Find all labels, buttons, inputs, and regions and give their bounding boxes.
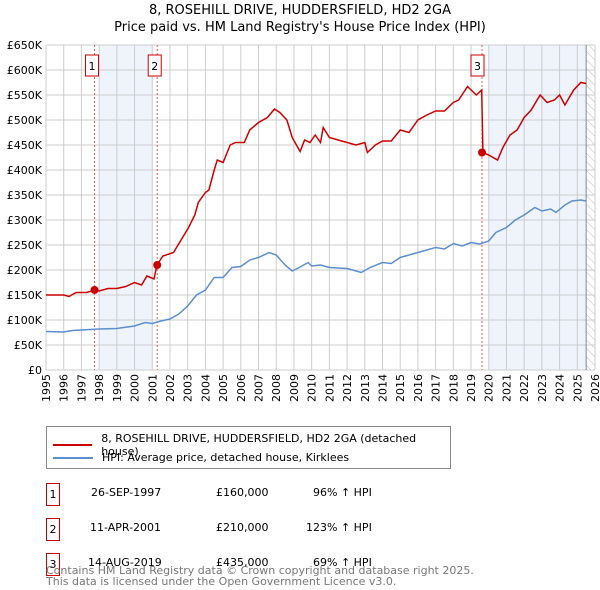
x-tick-label: 2001	[146, 374, 159, 402]
line-chart: 1995 1996 1997 1998 1999 2000 2001 2002 2003 2004…	[7, 39, 600, 402]
sale-marker-badge: 1	[46, 483, 60, 506]
y-tick-label: £100K	[7, 314, 43, 327]
legend: 8, ROSEHILL DRIVE, HUDDERSFIELD, HD2 2GA…	[46, 426, 451, 469]
sale-price: £435,000	[216, 556, 269, 569]
sale-hpi: 96% ↑ HPI	[313, 486, 372, 499]
chart-subtitle: Price paid vs. HM Land Registry's House …	[114, 20, 486, 35]
legend-swatch-red	[53, 444, 93, 446]
y-tick-label: £650K	[7, 39, 43, 52]
x-tick-label: 2014	[376, 374, 389, 402]
sale-date: 26-SEP-1997	[91, 486, 162, 499]
sale-label: 1	[89, 60, 96, 73]
y-tick-label: £250K	[7, 239, 43, 252]
sale-hpi: 123% ↑ HPI	[306, 521, 372, 534]
x-tick-label: 2010	[306, 374, 319, 402]
y-tick-label: £600K	[7, 64, 43, 77]
y-tick-label: £200K	[7, 264, 43, 277]
hpi-series-line	[45, 199, 587, 333]
y-tick-label: £450K	[7, 139, 43, 152]
y-tick-label: £400K	[7, 164, 43, 177]
x-tick-label: 2023	[536, 374, 549, 402]
sale-price: £160,000	[216, 486, 269, 499]
x-tick-label: 2021	[500, 374, 513, 402]
x-tick-label: 2005	[217, 374, 230, 402]
footer-copyright: Contains HM Land Registry data © Crown c…	[46, 564, 474, 577]
legend-label: 8, ROSEHILL DRIVE, HUDDERSFIELD, HD2 2GA…	[101, 432, 417, 458]
sale-marker-badge: 2	[46, 518, 60, 541]
legend-swatch-blue	[53, 456, 93, 459]
y-tick-label: £550K	[7, 89, 43, 102]
x-tick-label: 1995	[40, 374, 53, 402]
sale-label-box	[470, 54, 485, 77]
x-tick-label: 2018	[447, 374, 460, 402]
x-tick-label: 2006	[235, 374, 248, 402]
shaded-region	[99, 45, 153, 370]
y-tick-label: £500K	[7, 114, 43, 127]
sale-marker-badge: 3	[46, 553, 60, 576]
x-tick-label: 2020	[483, 374, 496, 402]
sale-point	[153, 261, 162, 269]
y-tick-label: £350K	[7, 189, 43, 202]
x-tick-label: 2009	[288, 374, 301, 402]
legend-item-property: 8, ROSEHILL DRIVE, HUDDERSFIELD, HD2 2GA…	[53, 432, 450, 458]
x-tick-label: 2022	[518, 374, 531, 402]
x-tick-label: 1996	[58, 374, 71, 402]
legend-item-hpi: HPI: Average price, detached house, Kirk…	[53, 451, 349, 464]
x-tick-label: 2017	[430, 374, 443, 402]
sale-date: 14-AUG-2019	[88, 556, 162, 569]
sale-point	[90, 286, 99, 294]
x-tick-label: 2015	[394, 374, 407, 402]
x-tick-label: 2007	[253, 374, 266, 402]
y-tick-label: £50K	[14, 339, 43, 352]
sale-label-box	[147, 54, 162, 77]
x-tick-label: 1999	[111, 374, 124, 402]
x-tick-label: 2004	[199, 374, 212, 402]
y-tick-label: £0	[28, 364, 42, 377]
chart-title: 8, ROSEHILL DRIVE, HUDDERSFIELD, HD2 2GA	[148, 3, 452, 18]
x-tick-label: 2012	[341, 374, 354, 402]
forecast-hatch	[586, 45, 595, 370]
x-tick-label: 2016	[412, 374, 425, 402]
sale-label: 3	[474, 60, 481, 73]
x-tick-label: 2013	[359, 374, 372, 402]
x-tick-label: 1998	[93, 374, 106, 402]
x-tick-label: 2019	[465, 374, 478, 402]
x-tick-label: 2011	[323, 374, 336, 402]
sale-point	[478, 148, 487, 157]
y-tick-label: £300K	[7, 214, 43, 227]
sale-price: £210,000	[216, 521, 269, 534]
sale-label: 2	[151, 60, 158, 73]
sale-date: 11-APR-2001	[90, 521, 162, 534]
x-tick-label: 2000	[129, 374, 142, 402]
x-tick-label: 1997	[75, 374, 88, 402]
y-tick-label: £150K	[7, 289, 43, 302]
x-tick-label: 2026	[589, 374, 600, 402]
x-tick-label: 2024	[554, 374, 567, 402]
x-tick-label: 2025	[571, 374, 584, 402]
footer-licence: This data is licensed under the Open Gov…	[46, 575, 397, 588]
x-tick-label: 2008	[270, 374, 283, 402]
x-tick-label: 2002	[164, 374, 177, 402]
x-tick-label: 2003	[182, 374, 195, 402]
sale-label-box	[85, 54, 100, 77]
legend-label: HPI: Average price, detached house, Kirk…	[102, 451, 350, 464]
property-series-line	[46, 81, 587, 298]
sale-hpi: 69% ↑ HPI	[313, 556, 372, 569]
